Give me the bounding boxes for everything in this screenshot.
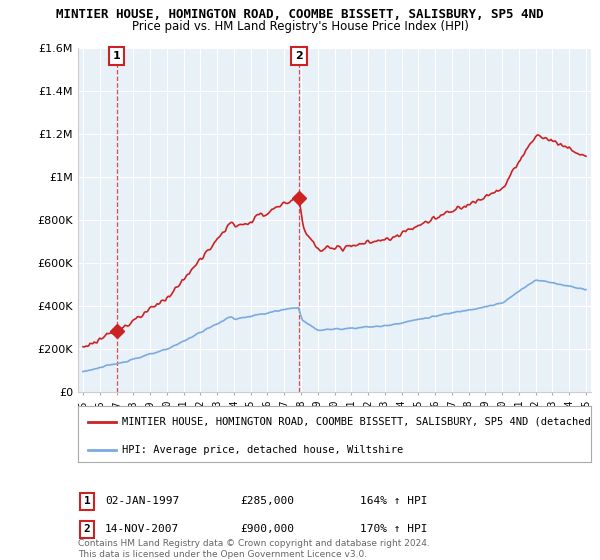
- Text: Price paid vs. HM Land Registry's House Price Index (HPI): Price paid vs. HM Land Registry's House …: [131, 20, 469, 32]
- Text: 2: 2: [83, 524, 91, 534]
- Text: £900,000: £900,000: [240, 524, 294, 534]
- Text: 1: 1: [113, 51, 121, 61]
- Text: 164% ↑ HPI: 164% ↑ HPI: [360, 496, 427, 506]
- Text: 14-NOV-2007: 14-NOV-2007: [105, 524, 179, 534]
- Text: 2: 2: [295, 51, 302, 61]
- Text: Contains HM Land Registry data © Crown copyright and database right 2024.
This d: Contains HM Land Registry data © Crown c…: [78, 539, 430, 559]
- Text: HPI: Average price, detached house, Wiltshire: HPI: Average price, detached house, Wilt…: [122, 445, 403, 455]
- Text: 170% ↑ HPI: 170% ↑ HPI: [360, 524, 427, 534]
- Bar: [117, 48, 299, 392]
- Text: £285,000: £285,000: [240, 496, 294, 506]
- Text: MINTIER HOUSE, HOMINGTON ROAD, COOMBE BISSETT, SALISBURY, SP5 4ND (detached: MINTIER HOUSE, HOMINGTON ROAD, COOMBE BI…: [122, 417, 590, 427]
- Text: 1: 1: [83, 496, 91, 506]
- Text: MINTIER HOUSE, HOMINGTON ROAD, COOMBE BISSETT, SALISBURY, SP5 4ND: MINTIER HOUSE, HOMINGTON ROAD, COOMBE BI…: [56, 8, 544, 21]
- Text: 02-JAN-1997: 02-JAN-1997: [105, 496, 179, 506]
